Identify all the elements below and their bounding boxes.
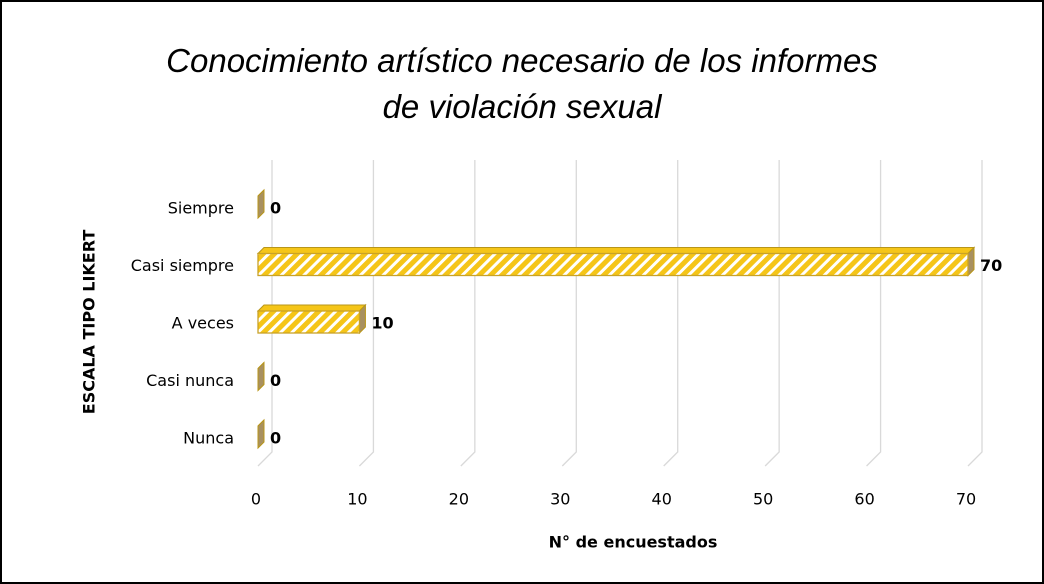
data-label: 0 [270, 199, 281, 218]
data-label: 10 [371, 314, 393, 333]
data-label: 0 [270, 371, 281, 390]
bar-face [257, 310, 361, 334]
y-tick-label: Siempre [168, 199, 234, 218]
x-tick-label: 30 [550, 490, 570, 509]
x-tick-label: 10 [347, 490, 367, 509]
y-tick-label: Nunca [183, 429, 234, 448]
grid-line [967, 160, 983, 467]
bar [257, 188, 265, 220]
bar-face [257, 188, 265, 220]
x-tick-label: 0 [251, 490, 261, 509]
bar-face [257, 252, 969, 277]
bar [257, 418, 265, 450]
bar [256, 246, 976, 277]
y-tick-label: Casi nunca [146, 371, 234, 390]
x-tick-label: 40 [652, 490, 672, 509]
bar [257, 361, 265, 392]
x-tick-label: 50 [753, 490, 773, 509]
bar-face [256, 304, 367, 312]
bar-face [257, 418, 265, 450]
bar [256, 303, 367, 335]
y-tick-label: Casi siempre [131, 256, 234, 275]
y-axis-label: ESCALA TIPO LIKERT [80, 230, 99, 415]
x-tick-label: 60 [854, 490, 874, 509]
x-axis-label: N° de encuestados [549, 533, 718, 552]
x-tick-label: 70 [956, 490, 976, 509]
y-tick-label: A veces [172, 314, 234, 333]
data-label: 0 [270, 429, 281, 448]
data-label: 70 [980, 256, 1002, 275]
bar-face [256, 247, 976, 254]
x-tick-label: 20 [449, 490, 469, 509]
chart-title: Conocimiento artístico necesario de los … [166, 42, 878, 125]
bar-face [257, 361, 265, 392]
